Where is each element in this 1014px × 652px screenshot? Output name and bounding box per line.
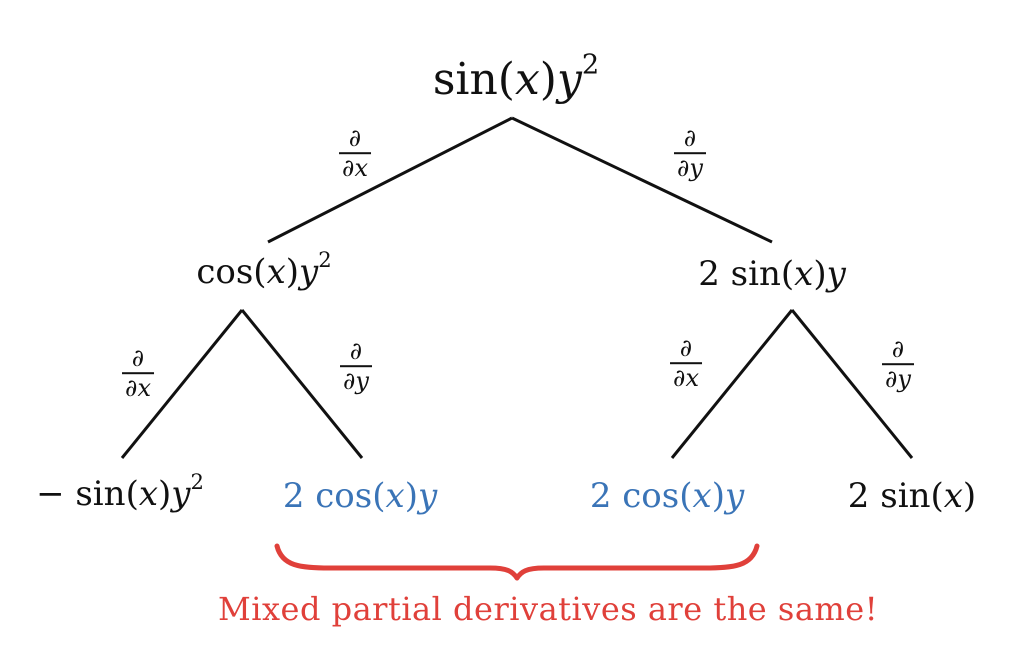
op-root-dy-den: ∂y: [674, 154, 706, 180]
node-right-var: x: [794, 254, 814, 294]
op-var: x: [685, 363, 699, 392]
partial-symbol: ∂: [125, 373, 138, 402]
op-left-dy-den: ∂y: [340, 367, 372, 393]
node-lr-func: 2 cos(: [282, 476, 386, 516]
op-right-dy-num: ∂: [891, 335, 905, 364]
op-var: y: [355, 366, 369, 395]
node-root: sin(x)y2: [433, 51, 599, 102]
node-ll: − sin(x)y2: [36, 471, 204, 514]
node-rl: 2 cos(x)y: [590, 479, 744, 513]
node-right-func: 2 sin(: [698, 254, 795, 294]
partial-symbol: ∂: [677, 153, 690, 182]
node-right-close: ): [813, 254, 827, 294]
edge-right-rl: [670, 309, 794, 459]
op-var: y: [897, 364, 911, 393]
node-rr: 2 sin(x): [848, 479, 976, 513]
op-root-dy-num: ∂: [683, 124, 697, 153]
partial-symbol: ∂: [343, 366, 356, 395]
partial-symbol: ∂: [673, 363, 686, 392]
op-right-dx-den: ∂x: [670, 364, 702, 390]
edge-right-rr: [790, 309, 914, 459]
node-ll-exponent: 2: [190, 469, 204, 495]
node-rr-close: ): [962, 476, 977, 516]
op-var: y: [689, 153, 703, 182]
node-ll-var: x: [138, 474, 159, 514]
node-root-var2: y: [556, 54, 582, 105]
edge-left-ll: [120, 309, 244, 459]
edge-root-left: [267, 116, 513, 244]
mixed-partials-brace: [274, 543, 760, 581]
op-left-dx: ∂ ∂x: [122, 346, 154, 400]
op-left-dy-num: ∂: [349, 337, 363, 366]
node-left: cos(x)y2: [196, 249, 331, 292]
node-rl-var2: y: [724, 476, 745, 516]
op-right-dx: ∂ ∂x: [670, 336, 702, 390]
node-left-var2: y: [299, 252, 319, 292]
node-right: 2 sin(x)y: [698, 257, 846, 291]
op-var: x: [137, 373, 151, 402]
op-left-dy: ∂ ∂y: [340, 339, 372, 393]
op-left-dx-num: ∂: [131, 344, 145, 373]
fraction-bar: [882, 363, 914, 365]
node-left-var: x: [266, 252, 286, 292]
node-rl-close: ): [711, 476, 725, 516]
node-left-close: ): [285, 252, 300, 292]
node-rl-var: x: [692, 476, 712, 516]
op-right-dx-num: ∂: [679, 334, 693, 363]
caption-text: Mixed partial derivatives are the same!: [217, 590, 879, 628]
node-root-close: ): [539, 54, 557, 105]
node-lr-var: x: [385, 476, 405, 516]
node-ll-close: ): [158, 474, 172, 514]
partial-symbol: ∂: [885, 364, 898, 393]
op-right-dy-den: ∂y: [882, 365, 914, 391]
op-root-dx-den: ∂x: [339, 154, 371, 180]
node-rl-func: 2 cos(: [589, 476, 693, 516]
node-root-func: sin(: [432, 54, 515, 105]
edge-root-right: [511, 116, 773, 244]
node-ll-var2: y: [171, 474, 191, 514]
op-root-dx-num: ∂: [348, 124, 362, 153]
node-ll-func: − sin(: [36, 474, 139, 514]
fraction-bar: [339, 152, 371, 154]
partial-symbol: ∂: [342, 153, 355, 182]
node-left-exponent: 2: [318, 247, 332, 273]
op-root-dx: ∂ ∂x: [339, 126, 371, 180]
fraction-bar: [122, 372, 154, 374]
fraction-bar: [670, 362, 702, 364]
node-root-exponent: 2: [581, 49, 600, 81]
node-right-var2: y: [826, 254, 846, 294]
fraction-bar: [340, 365, 372, 367]
node-root-var: x: [514, 54, 540, 105]
node-lr-var2: y: [417, 476, 438, 516]
node-rr-func: 2 sin(: [847, 476, 944, 516]
op-right-dy: ∂ ∂y: [882, 337, 914, 391]
node-left-func: cos(: [196, 252, 267, 292]
node-lr: 2 cos(x)y: [283, 479, 437, 513]
edge-left-lr: [240, 309, 364, 459]
op-left-dx-den: ∂x: [122, 374, 154, 400]
node-rr-var: x: [943, 476, 963, 516]
op-root-dy: ∂ ∂y: [674, 126, 706, 180]
fraction-bar: [674, 152, 706, 154]
op-var: x: [354, 153, 368, 182]
node-lr-close: ): [404, 476, 418, 516]
